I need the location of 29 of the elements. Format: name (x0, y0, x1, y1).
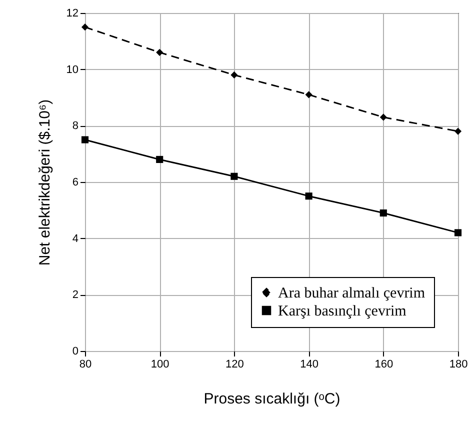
legend-label: Karşı basınçlı çevrim (278, 304, 407, 320)
point (305, 192, 312, 200)
x-tick-label: 100 (150, 358, 170, 370)
point (380, 114, 387, 121)
point (156, 48, 164, 56)
point (454, 128, 462, 135)
y-tick-label: 2 (72, 289, 78, 302)
x-tick-label: 80 (79, 358, 92, 370)
y-tick-label: 12 (66, 8, 78, 20)
point (156, 156, 164, 163)
point (305, 91, 312, 98)
x-tick-label: 140 (300, 358, 318, 370)
point (454, 229, 462, 236)
y-tick-label: 4 (72, 232, 78, 245)
y-tick-label: 6 (72, 176, 78, 188)
point (380, 209, 387, 217)
x-tick-label: 160 (374, 358, 394, 370)
legend-label: Ara buhar almalı çevrim (278, 286, 426, 302)
y-tick-label: 8 (72, 120, 78, 132)
y-tick-label: 0 (72, 346, 78, 358)
point (230, 172, 238, 180)
y-axis-title: Net elektrikdeğeri ($.10⁶) (36, 99, 54, 266)
point (81, 24, 89, 31)
y-tick-label: 10 (66, 64, 78, 76)
point (230, 71, 238, 79)
x-axis-title: Proses sıcaklığı (ᵒC) (204, 390, 340, 408)
point (81, 136, 89, 144)
x-tick-label: 180 (449, 358, 468, 370)
x-tick-label: 120 (226, 358, 244, 370)
